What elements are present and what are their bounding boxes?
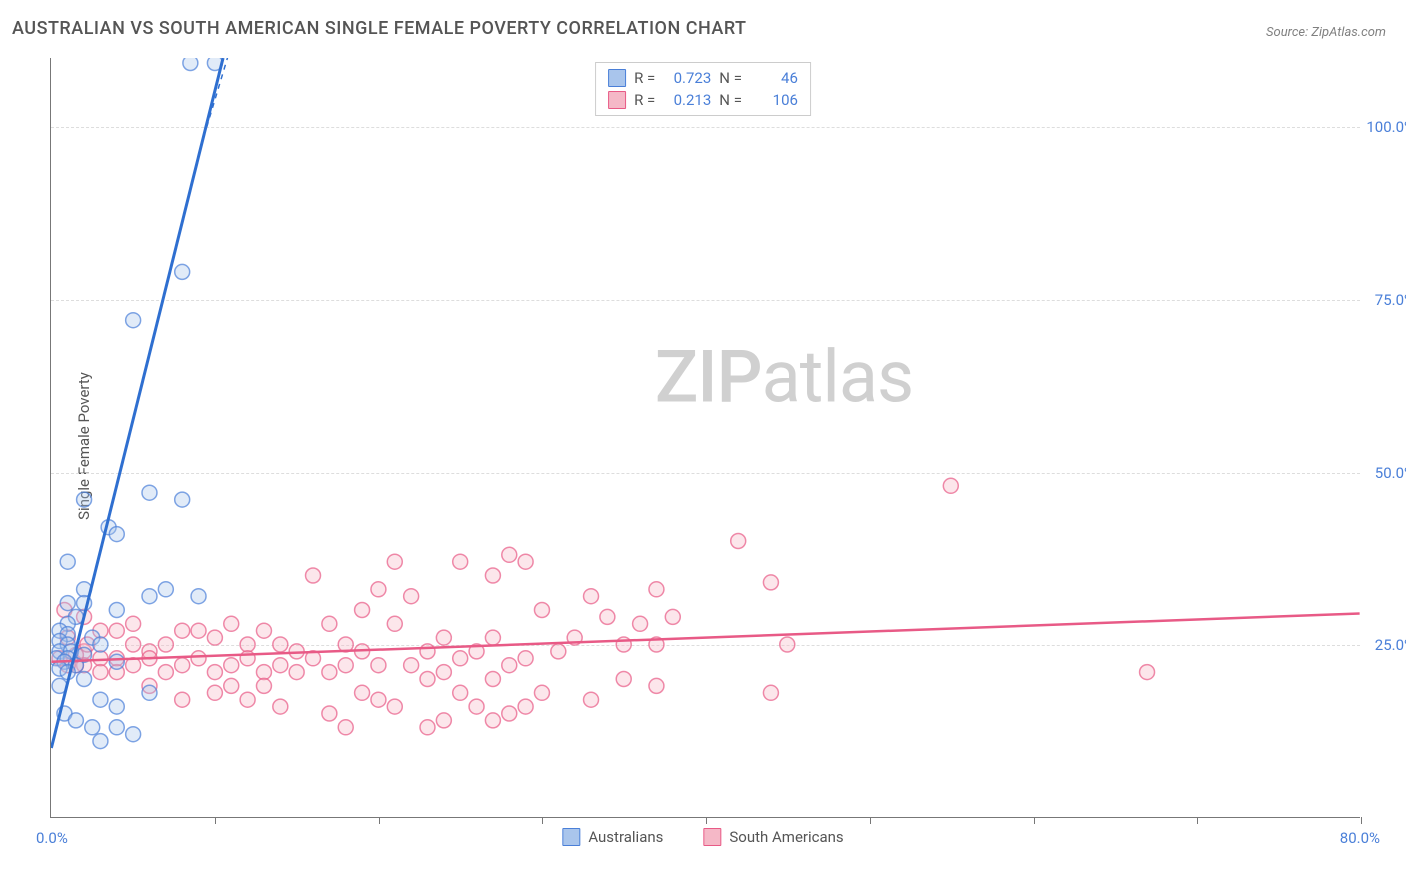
x-min-label: 0.0% xyxy=(36,829,68,847)
ytick-label: 25.0% xyxy=(1375,636,1406,654)
series-legend-pink: South Americans xyxy=(703,828,843,846)
n-value-pink: 106 xyxy=(750,91,798,109)
series-label-pink: South Americans xyxy=(729,828,843,846)
swatch-blue-icon xyxy=(562,828,580,846)
xtick-mark xyxy=(1034,817,1035,824)
n-value-blue: 46 xyxy=(750,69,798,87)
chart-title: AUSTRALIAN VS SOUTH AMERICAN SINGLE FEMA… xyxy=(12,18,747,39)
swatch-blue-icon xyxy=(608,69,626,87)
xtick-mark xyxy=(379,817,380,824)
xtick-mark xyxy=(706,817,707,824)
xtick-mark xyxy=(1361,817,1362,824)
ytick-label: 75.0% xyxy=(1375,291,1406,309)
trend-line-pink xyxy=(51,613,1359,661)
trend-line-blue xyxy=(51,58,223,748)
correlation-legend-row-blue: R = 0.723 N = 46 xyxy=(608,67,798,89)
r-value-blue: 0.723 xyxy=(663,69,711,87)
series-label-blue: Australians xyxy=(588,828,663,846)
x-max-label: 80.0% xyxy=(1340,829,1380,847)
trend-lines-layer xyxy=(51,58,1360,817)
n-label: N = xyxy=(719,69,742,87)
correlation-legend-row-pink: R = 0.213 N = 106 xyxy=(608,89,798,111)
r-label: R = xyxy=(634,91,655,109)
r-value-pink: 0.213 xyxy=(663,91,711,109)
correlation-legend: R = 0.723 N = 46 R = 0.213 N = 106 xyxy=(595,62,811,116)
ytick-label: 100.0% xyxy=(1366,118,1406,136)
xtick-mark xyxy=(870,817,871,824)
source-attribution: Source: ZipAtlas.com xyxy=(1266,25,1386,40)
ytick-label: 50.0% xyxy=(1375,464,1406,482)
swatch-pink-icon xyxy=(703,828,721,846)
xtick-mark xyxy=(542,817,543,824)
series-legend-blue: Australians xyxy=(562,828,663,846)
plot-area: ZIPatlas 0.0% 80.0% 25.0%50.0%75.0%100.0… xyxy=(50,58,1360,818)
trend-line-blue-dashed xyxy=(207,58,240,127)
swatch-pink-icon xyxy=(608,91,626,109)
xtick-mark xyxy=(1197,817,1198,824)
r-label: R = xyxy=(634,69,655,87)
n-label: N = xyxy=(719,91,742,109)
series-legend: Australians South Americans xyxy=(562,828,843,846)
xtick-mark xyxy=(215,817,216,824)
